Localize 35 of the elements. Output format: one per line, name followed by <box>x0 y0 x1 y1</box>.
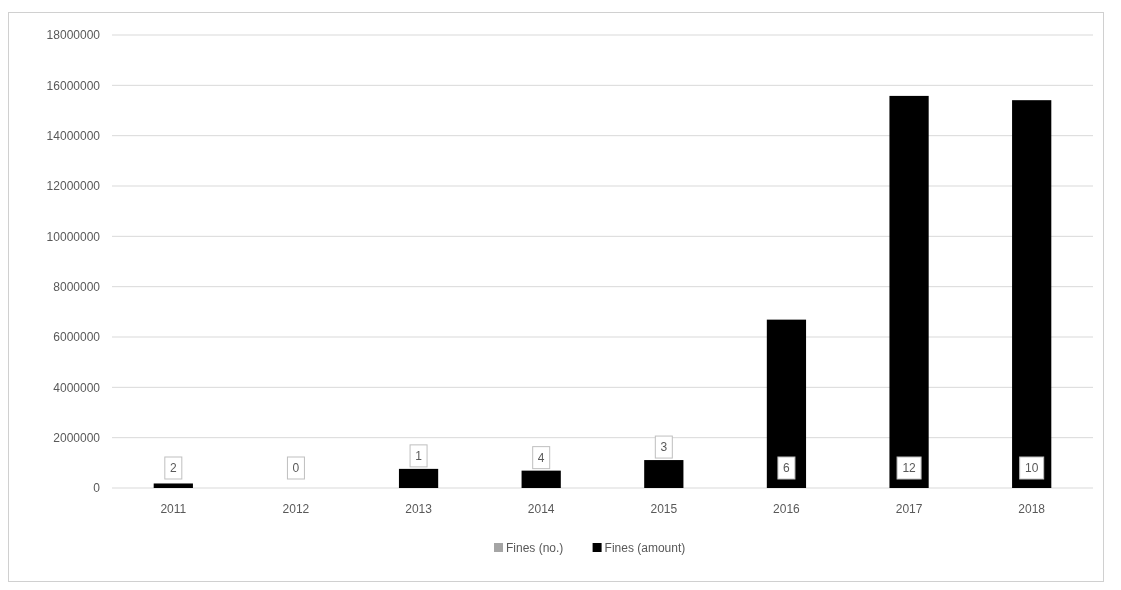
data-label: 0 <box>292 461 300 476</box>
data-label: 6 <box>783 461 791 476</box>
x-tick-label: 2018 <box>1018 502 1046 516</box>
bar <box>398 468 439 488</box>
y-tick-label: 18000000 <box>46 28 101 43</box>
y-tick-label: 2000000 <box>53 430 101 445</box>
y-tick-label: 14000000 <box>46 128 101 143</box>
x-tick-label: 2015 <box>650 502 678 516</box>
legend-label: Fines (no.) <box>506 541 564 556</box>
legend-label: Fines (amount) <box>604 541 686 556</box>
data-label: 1 <box>415 449 423 464</box>
bar <box>766 319 807 488</box>
x-tick-label: 2012 <box>282 502 310 516</box>
x-tick-label: 2011 <box>160 502 187 516</box>
data-label: 3 <box>660 440 668 455</box>
y-tick-label: 12000000 <box>46 179 101 194</box>
bar <box>889 95 929 488</box>
y-tick-label: 10000000 <box>46 229 101 244</box>
y-tick-label: 16000000 <box>46 78 101 93</box>
bar <box>644 460 684 488</box>
x-tick-label: 2014 <box>527 502 555 516</box>
y-tick-label: 6000000 <box>53 330 101 345</box>
bar <box>1012 100 1052 488</box>
data-label: 2 <box>169 461 177 476</box>
y-tick-label: 0 <box>93 481 101 496</box>
bar <box>153 483 193 488</box>
data-label: 4 <box>537 450 545 465</box>
data-label: 10 <box>1025 461 1039 476</box>
x-tick-label: 2016 <box>773 502 801 516</box>
data-label: 12 <box>902 461 917 476</box>
x-tick-label: 2017 <box>895 502 923 516</box>
y-tick-label: 8000000 <box>53 279 101 294</box>
x-tick-label: 2013 <box>405 502 433 516</box>
bar <box>521 470 561 488</box>
y-tick-label: 4000000 <box>53 380 101 395</box>
